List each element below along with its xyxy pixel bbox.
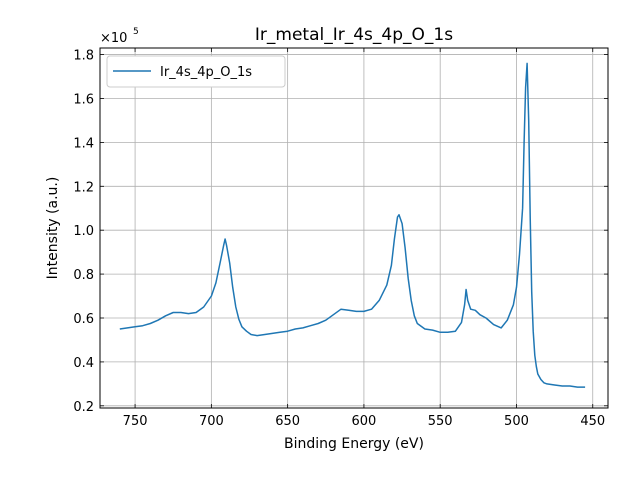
x-tick-label: 650 [275,414,300,429]
x-tick-label: 450 [580,414,605,429]
x-tick-label: 700 [199,414,224,429]
y-tick-label: 1.0 [73,224,94,239]
x-tick-label: 600 [352,414,377,429]
plot-area [119,62,586,388]
plot-frame [99,47,609,409]
legend-label: Ir_4s_4p_O_1s [160,65,252,80]
x-axis-title: Binding Energy (eV) [284,436,424,452]
legend: Ir_4s_4p_O_1s [106,55,286,88]
y-tick-label: 0.6 [73,312,94,327]
y-axis-multiplier-base: ×10 [100,31,127,46]
x-axis: 750 700 650 600 550 500 450 [123,48,605,429]
y-tick-label: 1.8 [73,49,94,64]
y-tick-label: 1.2 [73,180,94,195]
y-tick-label: 1.4 [73,136,94,151]
x-tick-label: 500 [504,414,529,429]
y-axis: 0.2 0.4 0.6 0.8 1.0 1.2 1.4 1.6 1.8 [73,49,608,415]
y-axis-multiplier-exponent: 5 [133,27,139,37]
y-tick-label: 0.4 [73,356,94,371]
y-axis-multiplier: ×10 5 [100,27,139,46]
y-tick-label: 1.6 [73,92,94,107]
grid [100,48,608,408]
y-axis-title: Intensity (a.u.) [45,177,61,280]
series-line [119,62,586,388]
chart-title: Ir_metal_Ir_4s_4p_O_1s [255,25,453,45]
y-tick-label: 0.2 [73,400,94,415]
x-tick-label: 750 [123,414,148,429]
x-tick-label: 550 [428,414,453,429]
legend-box [106,55,286,88]
y-tick-label: 0.8 [73,268,94,283]
